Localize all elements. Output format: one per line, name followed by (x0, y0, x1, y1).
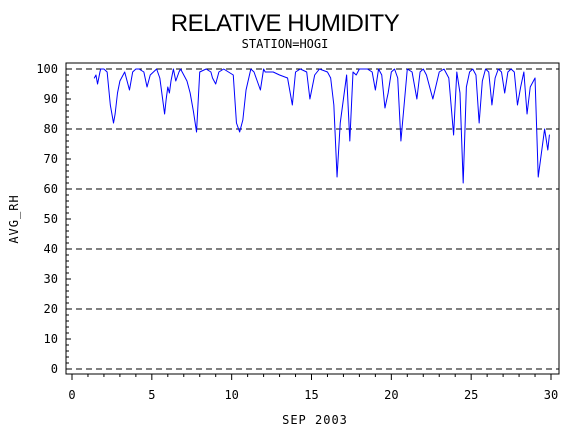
y-axis-label: AVG_RH (7, 194, 21, 243)
y-tick-label: 80 (44, 122, 58, 136)
y-tick-label: 100 (36, 62, 58, 76)
y-tick-label: 30 (44, 272, 58, 286)
y-tick-label: 70 (44, 152, 58, 166)
y-tick-label: 0 (51, 362, 58, 376)
y-tick-label: 40 (44, 242, 58, 256)
x-tick-label: 20 (384, 388, 398, 402)
y-tick-label: 90 (44, 92, 58, 106)
plot-frame (65, 62, 560, 375)
plot-layer: 0 10 20 30 40 50 60 70 80 90 100 0 5 10 15 20 25 30 (36, 62, 560, 402)
y-tick-label: 20 (44, 302, 58, 316)
x-axis-label: SEP 2003 (282, 413, 348, 427)
x-tick-label: 10 (224, 388, 238, 402)
x-tick-label: 5 (148, 388, 155, 402)
y-tick-label: 50 (44, 212, 58, 226)
x-tick-label: 30 (544, 388, 558, 402)
x-tick-label: 15 (304, 388, 318, 402)
humidity-series-line-1 (93, 68, 550, 184)
y-tick-label: 60 (44, 182, 58, 196)
x-tick-label: 0 (68, 388, 75, 402)
y-tick-label: 10 (44, 332, 58, 346)
x-tick-label: 25 (464, 388, 478, 402)
chart-subtitle: STATION=HOGI (242, 37, 329, 51)
chart-title: RELATIVE HUMIDITY (171, 10, 400, 37)
